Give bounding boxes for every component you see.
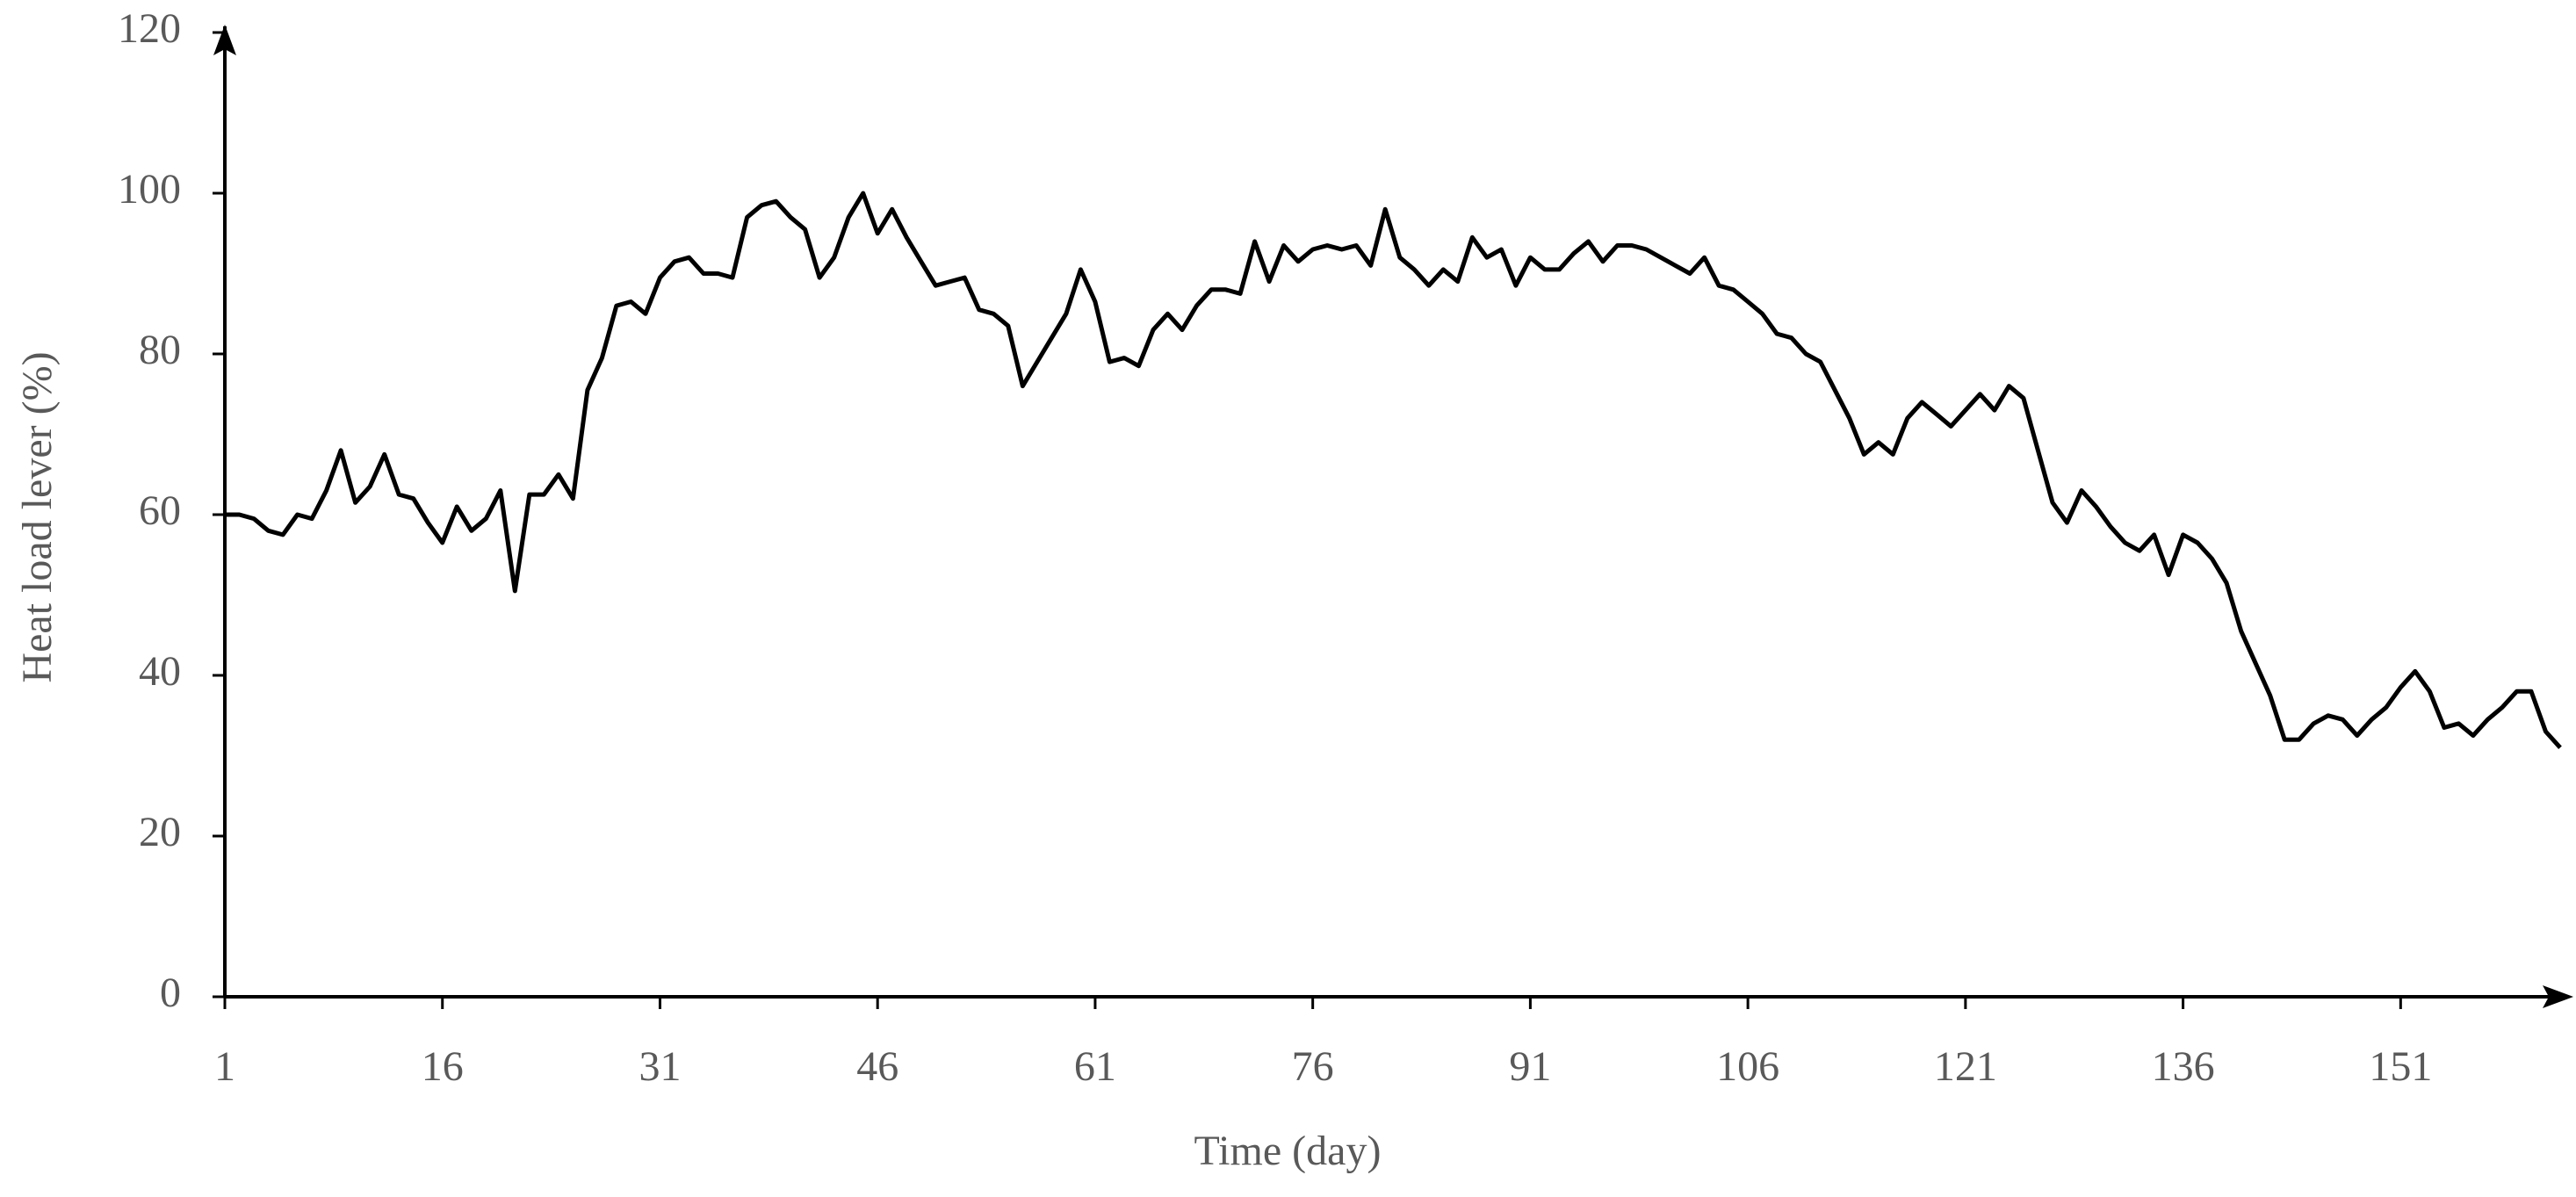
y-tick-label: 100 (118, 166, 181, 213)
y-axis-title: Heat load lever (%) (14, 351, 61, 682)
x-tick-label: 121 (1934, 1043, 1997, 1090)
x-tick-label: 91 (1509, 1043, 1551, 1090)
x-tick-label: 61 (1074, 1043, 1116, 1090)
x-axis-arrow (2543, 985, 2573, 1008)
y-tick-label: 60 (139, 487, 181, 534)
x-tick-label: 136 (2152, 1043, 2215, 1090)
y-axis-arrow (213, 25, 236, 55)
y-tick-label: 0 (160, 970, 181, 1016)
x-tick-label: 151 (2369, 1043, 2432, 1090)
x-tick-label: 1 (214, 1043, 235, 1090)
x-axis-title: Time (day) (1194, 1128, 1382, 1174)
y-tick-label: 120 (118, 5, 181, 52)
x-tick-label: 106 (1716, 1043, 1779, 1090)
y-tick-label: 80 (139, 327, 181, 373)
data-line (225, 191, 2562, 749)
x-tick-label: 16 (422, 1043, 464, 1090)
x-tick-label: 31 (639, 1043, 681, 1090)
y-tick-label: 40 (139, 648, 181, 695)
x-tick-label: 46 (856, 1043, 898, 1090)
y-tick-label: 20 (139, 809, 181, 855)
x-tick-label: 76 (1292, 1043, 1334, 1090)
